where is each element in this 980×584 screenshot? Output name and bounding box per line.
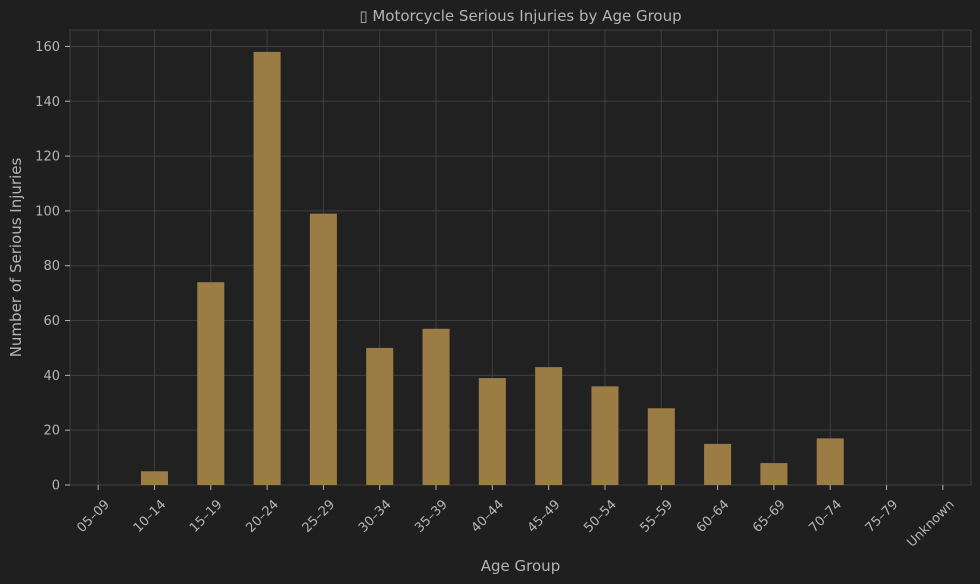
y-tick-label: 140 xyxy=(35,95,60,110)
bar xyxy=(422,328,450,485)
y-axis-ticks: 0 20 40 60 80 100 120 140 160 xyxy=(35,40,70,494)
x-tick-label: 40–44 xyxy=(469,497,508,536)
y-tick-label: 160 xyxy=(35,40,60,55)
y-tick-label: 60 xyxy=(43,314,60,329)
x-tick-label: 70–74 xyxy=(806,497,845,536)
x-tick-label: 60–64 xyxy=(694,497,733,536)
bar xyxy=(704,443,732,485)
bar xyxy=(253,51,281,486)
bars xyxy=(140,51,844,486)
y-tick-label: 100 xyxy=(35,204,60,219)
x-tick-label: 45–49 xyxy=(525,497,564,536)
y-tick-label: 80 xyxy=(43,259,60,274)
x-tick-label: 65–69 xyxy=(750,497,789,536)
x-tick-label: 30–34 xyxy=(356,497,395,536)
x-tick-label: 20–24 xyxy=(243,497,282,536)
y-axis-label: Number of Serious Injuries xyxy=(7,158,25,358)
y-tick-label: 0 xyxy=(52,479,60,494)
x-tick-label: 25–29 xyxy=(300,497,339,536)
bar xyxy=(535,367,563,485)
x-tick-label: 15–19 xyxy=(187,497,226,536)
bar xyxy=(309,213,337,485)
chart-title: ▯ Motorcycle Serious Injuries by Age Gro… xyxy=(359,7,681,25)
bar xyxy=(140,471,168,485)
bar xyxy=(478,378,506,485)
y-tick-label: 40 xyxy=(43,369,60,384)
x-tick-label: 05–09 xyxy=(74,497,113,536)
y-tick-label: 20 xyxy=(43,424,60,439)
x-axis-ticks: 05–09 10–14 15–19 20–24 25–29 30–34 35–39 40–44… xyxy=(74,485,958,551)
x-tick-label: Unknown xyxy=(904,497,957,550)
bar xyxy=(591,386,619,485)
y-tick-label: 120 xyxy=(35,150,60,165)
x-axis-label: Age Group xyxy=(481,557,560,575)
x-tick-label: 75–79 xyxy=(863,497,902,536)
x-tick-label: 50–54 xyxy=(581,497,620,536)
bar xyxy=(197,282,225,485)
bar xyxy=(760,463,788,485)
x-tick-label: 35–39 xyxy=(412,497,451,536)
x-tick-label: 10–14 xyxy=(131,497,170,536)
bar xyxy=(366,347,394,485)
x-tick-label: 55–59 xyxy=(638,497,677,536)
bar xyxy=(816,438,844,485)
bar xyxy=(647,408,675,485)
